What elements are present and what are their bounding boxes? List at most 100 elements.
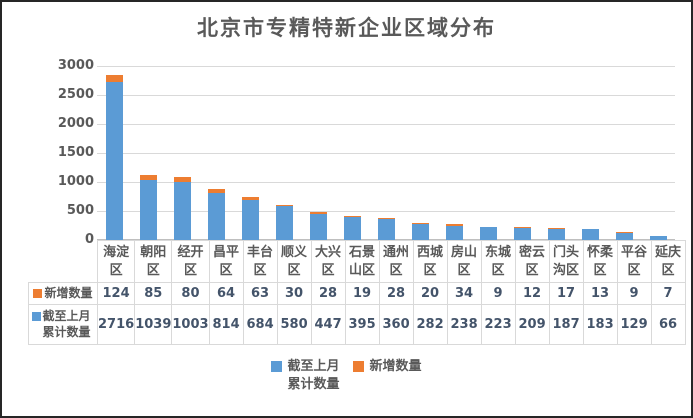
bar-column — [369, 66, 403, 240]
table-value-cell: 7 — [650, 282, 686, 305]
bar-segment-new — [377, 217, 395, 220]
bar-column — [199, 66, 233, 240]
bar-column — [301, 66, 335, 240]
bar-segment-cumulative — [547, 229, 565, 240]
bar-segment-new — [139, 174, 157, 180]
table-value-cell: 66 — [650, 304, 686, 345]
category-header-cell: 通州区 — [378, 240, 414, 283]
table-value-cell: 223 — [480, 304, 516, 345]
table-value-cell: 85 — [134, 282, 173, 305]
category-header-cell: 昌平区 — [208, 240, 244, 283]
y-tick-label: 2000 — [57, 116, 94, 131]
legend-item: 截至上月累计数量 — [271, 358, 343, 393]
bar-segment-new — [105, 75, 123, 83]
category-header-cell: 怀柔区 — [582, 240, 618, 283]
bar-segment-cumulative — [649, 236, 667, 240]
bar-segment-cumulative — [445, 226, 463, 240]
bar-segment-new — [581, 228, 599, 230]
y-tick-label: 1000 — [57, 174, 94, 189]
bar-column — [97, 66, 131, 240]
bar-segment-cumulative — [275, 206, 293, 240]
table-value-cell: 12 — [514, 282, 550, 305]
table-value-cell: 129 — [616, 304, 652, 345]
bar-segment-cumulative — [309, 214, 327, 240]
bar-segment-new — [343, 216, 361, 218]
bar-column — [335, 66, 369, 240]
bar-column — [641, 66, 675, 240]
table-value-cell: 183 — [582, 304, 618, 345]
category-header-cell: 丰台区 — [242, 240, 278, 283]
row-header-label: 截至上月累计数量 — [42, 308, 91, 339]
category-header-cell: 延庆区 — [650, 240, 686, 283]
table-value-cell: 282 — [412, 304, 448, 345]
y-tick-label: 500 — [66, 203, 94, 218]
y-tick-label: 0 — [84, 232, 94, 247]
table-value-cell: 1039 — [134, 304, 173, 345]
series-swatch-icon — [33, 288, 43, 298]
row-header-new: 新增数量 — [28, 282, 98, 305]
bar-segment-new — [547, 228, 565, 230]
bar-segment-new — [445, 224, 463, 227]
bar-segment-new — [241, 196, 259, 201]
category-header-cell: 顺义区 — [276, 240, 312, 283]
bar-segment-cumulative — [207, 192, 225, 240]
category-header-cell: 房山区 — [446, 240, 482, 283]
table-value-cell: 580 — [276, 304, 312, 345]
category-header-cell: 东城区 — [480, 240, 516, 283]
row-header-cumulative: 截至上月累计数量 — [28, 304, 98, 345]
bar-segment-cumulative — [479, 227, 497, 240]
table-value-cell: 684 — [242, 304, 278, 345]
bar-column — [471, 66, 505, 240]
gridline — [97, 182, 675, 183]
bar-segment-cumulative — [173, 181, 191, 240]
category-header-cell: 经开区 — [171, 240, 210, 283]
table-value-cell: 124 — [96, 282, 136, 305]
table-value-cell: 30 — [276, 282, 312, 305]
table-value-cell: 238 — [446, 304, 482, 345]
bar-segment-new — [513, 227, 531, 228]
y-tick-label: 1500 — [57, 145, 94, 160]
bar-column — [131, 66, 165, 240]
table-row: 截至上月累计数量 2716 1039 1003 814 684 580 447 395 360 28… — [28, 304, 686, 345]
table-value-cell: 64 — [208, 282, 244, 305]
table-value-cell: 28 — [378, 282, 414, 305]
table-value-cell: 395 — [344, 304, 380, 345]
bar-segment-cumulative — [615, 232, 633, 240]
table-value-cell: 447 — [310, 304, 346, 345]
table-value-cell: 19 — [344, 282, 380, 305]
legend: 截至上月累计数量 新增数量 — [2, 358, 691, 393]
bar-segment-new — [275, 204, 293, 207]
category-header-cell: 大兴区 — [310, 240, 346, 283]
bar-segment-cumulative — [343, 217, 361, 240]
table-value-cell: 63 — [242, 282, 278, 305]
table-value-cell: 2716 — [96, 304, 136, 345]
y-tick-label: 3000 — [57, 58, 94, 73]
bar-segment-cumulative — [377, 219, 395, 240]
category-header-cell: 密云区 — [514, 240, 550, 283]
bar-column — [437, 66, 471, 240]
y-tick-label: 2500 — [57, 87, 94, 102]
bar-column — [267, 66, 301, 240]
data-table: 海淀区 朝阳区 经开区 昌平区 丰台区 顺义区 大兴区 石景山区 通州区 西城区 房山区 东城区 密云区… — [28, 240, 686, 345]
table-value-cell: 20 — [412, 282, 448, 305]
plot-area — [97, 66, 675, 240]
bar-segment-cumulative — [411, 223, 429, 240]
category-header-cell: 平谷区 — [616, 240, 652, 283]
table-value-cell: 28 — [310, 282, 346, 305]
bar-segment-new — [479, 226, 497, 228]
bar-segment-cumulative — [105, 82, 123, 240]
category-header-cell: 门头沟区 — [548, 240, 584, 283]
gridline — [97, 124, 675, 125]
bar-segment-cumulative — [513, 227, 531, 240]
gridline — [97, 95, 675, 96]
table-value-cell: 1003 — [171, 304, 210, 345]
gridline — [97, 66, 675, 67]
bar-column — [233, 66, 267, 240]
table-value-cell: 209 — [514, 304, 550, 345]
bar-segment-new — [615, 232, 633, 233]
bar-segment-cumulative — [581, 229, 599, 240]
series-swatch-icon — [31, 311, 41, 321]
table-value-cell: 9 — [616, 282, 652, 305]
bar-column — [573, 66, 607, 240]
